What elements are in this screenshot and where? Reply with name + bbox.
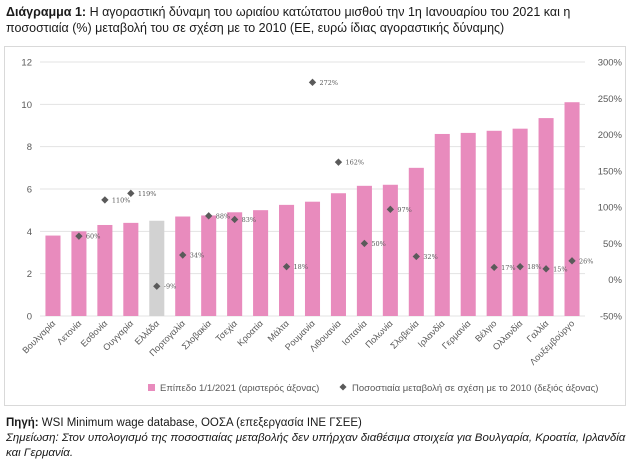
change-label: 34% (190, 252, 204, 260)
change-label: 50% (371, 240, 385, 248)
bar (382, 184, 398, 316)
bar (149, 220, 165, 316)
change-label: 18% (527, 263, 541, 271)
y-right-tick-label: 50% (603, 239, 623, 250)
change-label: 162% (345, 159, 364, 167)
change-label: 83% (242, 216, 256, 224)
source-text: WSI Minimum wage database, ΟΟΣΑ (επεξεργ… (41, 417, 362, 429)
bar (279, 204, 295, 316)
footnote: Σημείωση: Στον υπολογισμό της ποσοστιαία… (6, 432, 626, 459)
change-label: 272% (320, 79, 339, 87)
change-marker (230, 215, 239, 224)
change-marker (386, 205, 395, 213)
y-left-tick-label: 10 (21, 100, 32, 111)
legend: Επίπεδο 1/1/2021 (αριστερός άξονας) Ποσο… (148, 383, 598, 394)
change-marker (153, 282, 161, 290)
change-marker (75, 232, 83, 240)
source-line: Πηγή: WSI Minimum wage database, ΟΟΣΑ (ε… (6, 416, 626, 431)
change-marker (568, 257, 576, 265)
y-right-tick-label: 200% (598, 130, 623, 141)
bar (97, 224, 113, 316)
bar (253, 210, 269, 316)
change-marker (360, 239, 369, 248)
y-left-tick-label: 6 (27, 185, 32, 196)
category-label: Κροατία (235, 318, 265, 348)
change-marker (282, 262, 291, 271)
bar (71, 231, 87, 316)
y-left-tick-label: 4 (27, 227, 32, 238)
bar (45, 235, 61, 316)
chart-footer: Πηγή: WSI Minimum wage database, ΟΟΣΑ (ε… (6, 416, 626, 461)
change-marker (334, 158, 343, 166)
y-right-tick-label: 100% (598, 203, 623, 214)
category-label: Βουλγαρία (20, 318, 57, 355)
bar (175, 216, 191, 316)
legend-marker-swatch (339, 383, 347, 391)
bar-series (45, 102, 580, 316)
change-label: 97% (397, 206, 411, 214)
y-left-tick-label: 2 (27, 269, 32, 280)
change-label: 110% (112, 196, 131, 204)
change-label: 26% (579, 257, 593, 265)
change-label: 60% (86, 233, 100, 241)
bar (408, 167, 424, 316)
change-marker (101, 196, 109, 204)
category-label: Γερμανία (440, 318, 473, 351)
change-label: 119% (138, 190, 157, 198)
change-label: 17% (501, 264, 515, 272)
category-label: Σλοβενία (388, 318, 420, 350)
change-marker (516, 262, 524, 271)
legend-marker-label: Ποσοστιαία μεταβολή σε σχέση με το 2010 … (352, 383, 598, 394)
y-right-tick-label: 250% (598, 94, 623, 105)
change-label: 18% (294, 263, 308, 271)
chart-frame (4, 46, 626, 406)
caption-label: Διάγραμμα 1: (6, 5, 87, 19)
marker-series: 60% 110% 119% -9% 34% 88% 83% 18% 272% 162% 50% 97%… (75, 78, 593, 291)
y-left-tick-label: 12 (21, 58, 32, 69)
bar (201, 215, 217, 316)
change-marker (308, 78, 317, 86)
bar (434, 133, 450, 316)
bar (538, 118, 554, 316)
y-right-tick-label: 150% (598, 166, 623, 177)
y-right-tick-label: 300% (598, 58, 623, 69)
bar (460, 132, 476, 316)
bar (486, 130, 502, 316)
change-marker (127, 189, 135, 198)
y-left-tick-label: 8 (27, 142, 32, 153)
legend-bar-swatch (148, 384, 155, 391)
bar (227, 212, 243, 316)
change-label: 32% (423, 253, 437, 261)
bar (512, 128, 528, 316)
y-right-tick-label: -50% (600, 312, 623, 323)
change-label: -9% (164, 283, 177, 291)
legend-bar-label: Επίπεδο 1/1/2021 (αριστερός άξονας) (160, 383, 319, 394)
bar (123, 222, 139, 316)
bar (330, 193, 346, 316)
bar (564, 102, 580, 316)
change-marker (490, 263, 498, 272)
source-label: Πηγή: (6, 417, 39, 429)
bar (304, 201, 321, 316)
bar (356, 185, 372, 316)
y-right-tick-label: 0% (608, 275, 622, 286)
chart-caption: Διάγραμμα 1: Η αγοραστική δύναμη του ωρι… (6, 4, 626, 36)
caption-text: Η αγοραστική δύναμη του ωριαίου κατώτατο… (6, 5, 571, 35)
change-label: 88% (216, 212, 230, 220)
change-marker (542, 265, 550, 273)
change-label: 15% (553, 265, 567, 273)
y-left-tick-label: 0 (27, 312, 32, 323)
